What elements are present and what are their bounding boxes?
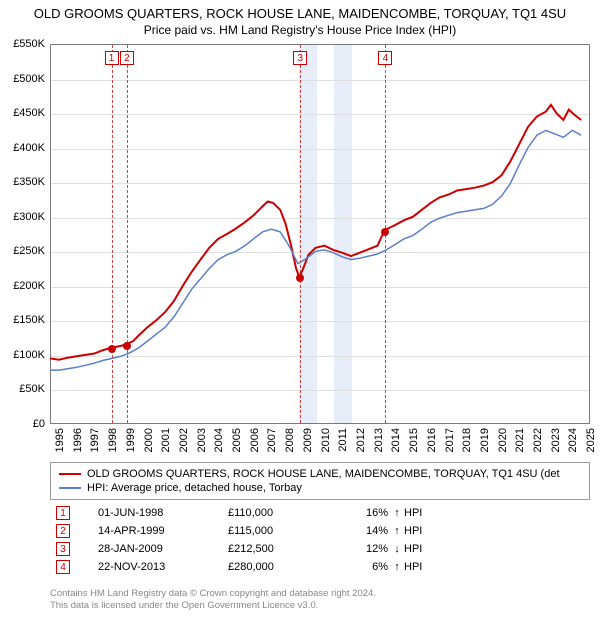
- event-arrow-icon: ↑: [390, 507, 404, 519]
- x-axis-label: 2025: [585, 428, 597, 452]
- y-axis-label: £0: [0, 418, 45, 430]
- y-axis-label: £500K: [0, 73, 45, 85]
- x-axis-label: 2009: [302, 428, 314, 452]
- x-axis-label: 1998: [107, 428, 119, 452]
- event-arrow-icon: ↑: [390, 525, 404, 537]
- chart-container: OLD GROOMS QUARTERS, ROCK HOUSE LANE, MA…: [0, 0, 600, 620]
- event-suffix: HPI: [404, 561, 444, 573]
- x-axis-label: 2023: [550, 428, 562, 452]
- y-axis-label: £200K: [0, 280, 45, 292]
- event-percent: 14%: [338, 525, 390, 537]
- event-date: 01-JUN-1998: [98, 507, 228, 519]
- x-axis-label: 1995: [54, 428, 66, 452]
- legend-item: HPI: Average price, detached house, Torb…: [59, 481, 581, 495]
- event-arrow-icon: ↓: [390, 543, 404, 555]
- event-number-box: 4: [56, 560, 70, 574]
- x-axis-label: 1999: [125, 428, 137, 452]
- x-axis-label: 2012: [355, 428, 367, 452]
- legend-label: HPI: Average price, detached house, Torb…: [87, 482, 302, 494]
- legend-swatch: [59, 487, 81, 489]
- x-axis-label: 2019: [479, 428, 491, 452]
- legend-swatch: [59, 473, 81, 475]
- event-price: £115,000: [228, 525, 338, 537]
- event-price: £212,500: [228, 543, 338, 555]
- x-axis-label: 2018: [461, 428, 473, 452]
- x-axis-label: 2004: [213, 428, 225, 452]
- x-axis-label: 1997: [89, 428, 101, 452]
- event-suffix: HPI: [404, 543, 444, 555]
- event-date: 22-NOV-2013: [98, 561, 228, 573]
- y-axis-label: £350K: [0, 176, 45, 188]
- y-axis-label: £250K: [0, 245, 45, 257]
- x-axis-label: 2008: [284, 428, 296, 452]
- event-arrow-icon: ↑: [390, 561, 404, 573]
- series-line-red: [50, 105, 581, 360]
- x-axis-label: 2000: [143, 428, 155, 452]
- y-axis-label: £150K: [0, 314, 45, 326]
- events-table: 101-JUN-1998£110,00016%↑HPI214-APR-1999£…: [50, 504, 590, 576]
- x-axis-label: 2003: [196, 428, 208, 452]
- x-axis-label: 2015: [408, 428, 420, 452]
- x-axis-label: 2024: [567, 428, 579, 452]
- x-axis-label: 2011: [337, 428, 349, 452]
- x-axis-label: 2016: [426, 428, 438, 452]
- x-axis-label: 2001: [160, 428, 172, 452]
- event-suffix: HPI: [404, 525, 444, 537]
- y-axis-label: £50K: [0, 383, 45, 395]
- chart-area: 1234 £0£50K£100K£150K£200K£250K£300K£350…: [50, 44, 590, 424]
- x-axis-label: 1996: [72, 428, 84, 452]
- y-axis-label: £100K: [0, 349, 45, 361]
- y-axis-label: £450K: [0, 107, 45, 119]
- chart-title: OLD GROOMS QUARTERS, ROCK HOUSE LANE, MA…: [0, 0, 600, 21]
- y-axis-label: £550K: [0, 38, 45, 50]
- legend: OLD GROOMS QUARTERS, ROCK HOUSE LANE, MA…: [50, 462, 590, 500]
- event-percent: 12%: [338, 543, 390, 555]
- event-number-box: 3: [56, 542, 70, 556]
- x-axis-label: 2010: [320, 428, 332, 452]
- event-row: 3 28-JAN-2009£212,50012%↓HPI: [50, 540, 590, 558]
- event-row: 1 01-JUN-1998£110,00016%↑HPI: [50, 504, 590, 522]
- event-percent: 6%: [338, 561, 390, 573]
- event-price: £280,000: [228, 561, 338, 573]
- x-axis-label: 2021: [514, 428, 526, 452]
- event-date: 28-JAN-2009: [98, 543, 228, 555]
- x-axis-label: 2005: [231, 428, 243, 452]
- chart-subtitle: Price paid vs. HM Land Registry's House …: [0, 21, 600, 37]
- x-axis-label: 2020: [497, 428, 509, 452]
- footer-line-1: Contains HM Land Registry data © Crown c…: [50, 588, 590, 600]
- series-line-blue: [50, 130, 581, 370]
- event-date: 14-APR-1999: [98, 525, 228, 537]
- x-axis-label: 2022: [532, 428, 544, 452]
- x-axis-label: 2017: [444, 428, 456, 452]
- legend-label: OLD GROOMS QUARTERS, ROCK HOUSE LANE, MA…: [87, 468, 560, 480]
- event-price: £110,000: [228, 507, 338, 519]
- footer-line-2: This data is licensed under the Open Gov…: [50, 600, 590, 612]
- event-number-box: 1: [56, 506, 70, 520]
- event-number-box: 2: [56, 524, 70, 538]
- y-axis-label: £400K: [0, 142, 45, 154]
- legend-item: OLD GROOMS QUARTERS, ROCK HOUSE LANE, MA…: [59, 467, 581, 481]
- event-percent: 16%: [338, 507, 390, 519]
- y-axis-label: £300K: [0, 211, 45, 223]
- line-series-layer: [50, 44, 590, 424]
- x-axis-label: 2013: [373, 428, 385, 452]
- event-row: 2 14-APR-1999£115,00014%↑HPI: [50, 522, 590, 540]
- x-axis-label: 2006: [249, 428, 261, 452]
- x-axis-label: 2014: [390, 428, 402, 452]
- event-suffix: HPI: [404, 507, 444, 519]
- x-axis-label: 2007: [266, 428, 278, 452]
- footer-attribution: Contains HM Land Registry data © Crown c…: [50, 588, 590, 612]
- event-row: 4 22-NOV-2013£280,0006%↑HPI: [50, 558, 590, 576]
- x-axis-label: 2002: [178, 428, 190, 452]
